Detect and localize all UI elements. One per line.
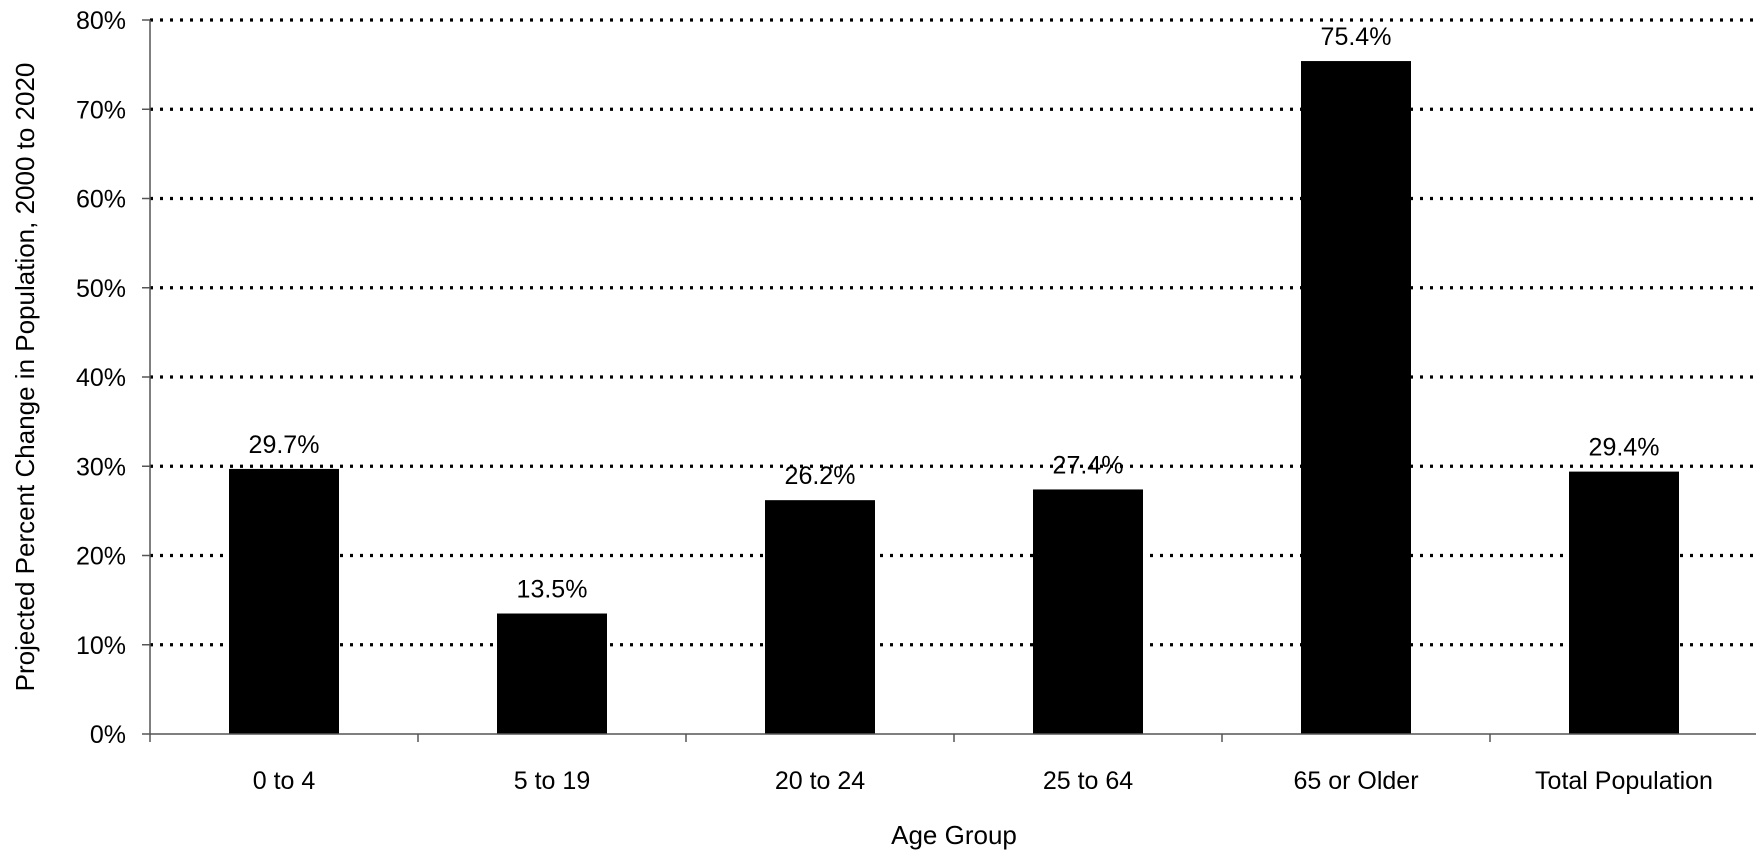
x-tick-label: Total Population — [1535, 767, 1713, 795]
bar-value-label: 26.2% — [785, 462, 856, 490]
x-tick-label: 0 to 4 — [253, 767, 316, 795]
bar-value-label: 27.4% — [1053, 451, 1124, 479]
y-axis-title: Projected Percent Change in Population, … — [10, 63, 40, 692]
bar — [1033, 489, 1143, 734]
y-tick-label: 10% — [76, 632, 126, 660]
x-tick-label: 65 or Older — [1293, 767, 1418, 795]
bar — [765, 500, 875, 734]
x-axis-title: Age Group — [891, 820, 1017, 850]
y-tick-label: 40% — [76, 364, 126, 392]
bar-value-label: 75.4% — [1321, 23, 1392, 51]
y-tick-label: 30% — [76, 453, 126, 481]
labels: 0% 10% 20% 30% 40% 50% 60% 70% 80% 29.7% 0 to 4 13.… — [76, 7, 1713, 795]
y-tick-label: 80% — [76, 7, 126, 35]
y-tick-label: 20% — [76, 543, 126, 571]
bar — [1569, 471, 1679, 734]
x-tick-label: 20 to 24 — [775, 767, 865, 795]
x-tick-label: 25 to 64 — [1043, 767, 1133, 795]
gridlines — [150, 18, 1756, 647]
y-tick-label: 0% — [90, 721, 126, 749]
bars — [229, 61, 1679, 735]
y-tick-label: 50% — [76, 275, 126, 303]
bar — [1301, 61, 1411, 735]
axes — [142, 19, 1756, 742]
bar-value-label: 29.4% — [1589, 434, 1660, 462]
bar — [497, 613, 607, 734]
bar — [229, 468, 339, 734]
bar-value-label: 29.7% — [249, 431, 320, 459]
y-tick-label: 70% — [76, 96, 126, 124]
bar-value-label: 13.5% — [517, 576, 588, 604]
y-tick-label: 60% — [76, 186, 126, 214]
x-tick-label: 5 to 19 — [514, 767, 590, 795]
